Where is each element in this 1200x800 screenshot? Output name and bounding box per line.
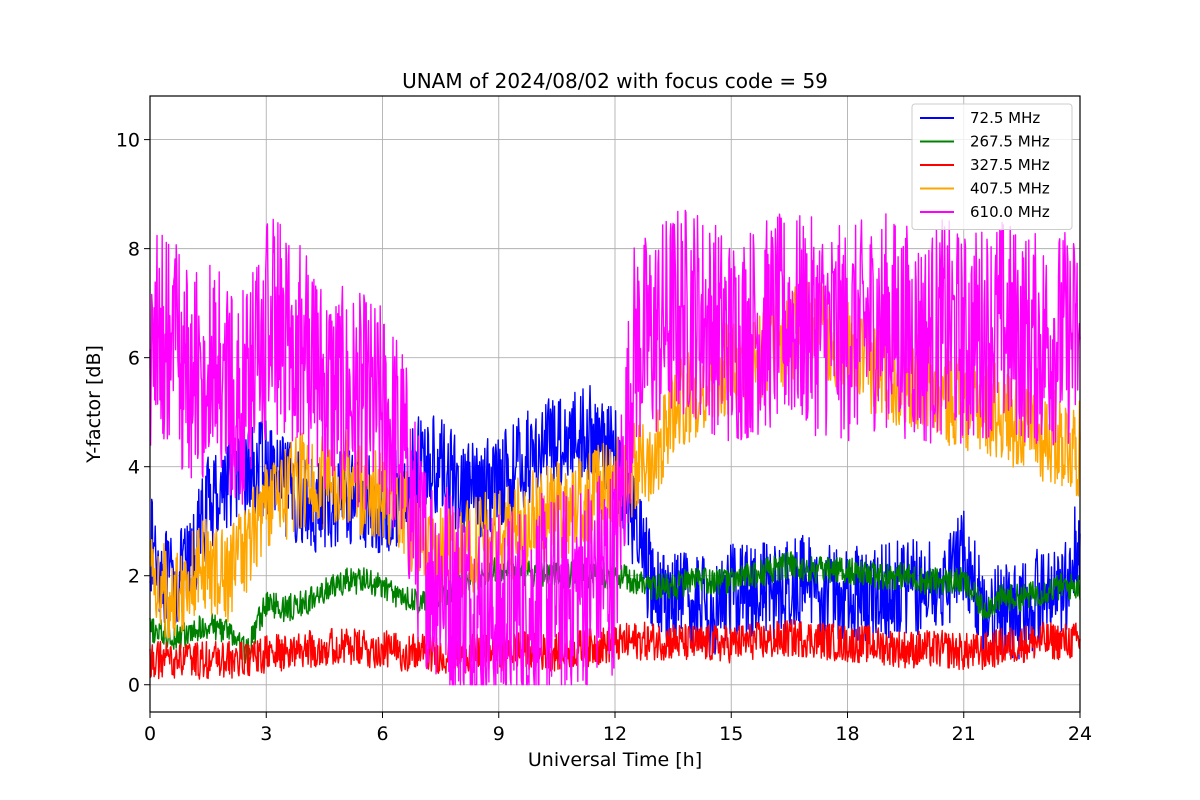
- legend-label: 72.5 MHz: [970, 109, 1040, 127]
- x-tick-label: 3: [260, 723, 272, 745]
- x-axis-label: Universal Time [h]: [528, 749, 702, 771]
- legend-box: [911, 103, 1073, 230]
- series-line: [149, 209, 1081, 686]
- x-tick-label: 0: [144, 723, 156, 745]
- x-tick-label: 18: [835, 723, 859, 745]
- series-line: [149, 619, 1081, 680]
- y-axis-label: Y-factor [dB]: [83, 345, 105, 464]
- x-tick-label: 12: [603, 723, 627, 745]
- series-group: [149, 209, 1081, 686]
- y-tick-label: 10: [116, 130, 140, 152]
- legend: 72.5 MHz 267.5 MHz 327.5 MHz 407.5 MHz 610.0…: [911, 103, 1073, 230]
- chart-title: UNAM of 2024/08/02 with focus code = 59: [402, 69, 828, 93]
- legend-label: 267.5 MHz: [970, 133, 1050, 151]
- x-tick-label: 6: [376, 723, 388, 745]
- y-tick-label: 8: [128, 239, 140, 261]
- series-line: [149, 551, 1081, 664]
- legend-label: 327.5 MHz: [970, 156, 1050, 174]
- x-tick-label: 15: [719, 723, 743, 745]
- x-tick-label: 21: [952, 723, 976, 745]
- x-tick-label: 24: [1068, 723, 1092, 745]
- x-tick-label: 9: [493, 723, 505, 745]
- legend-label: 407.5 MHz: [970, 180, 1050, 198]
- y-tick-label: 6: [128, 348, 140, 370]
- y-tick-label: 2: [128, 566, 140, 588]
- y-tick-label: 4: [128, 457, 140, 479]
- legend-label: 610.0 MHz: [970, 203, 1050, 221]
- y-tick-label: 0: [128, 675, 140, 697]
